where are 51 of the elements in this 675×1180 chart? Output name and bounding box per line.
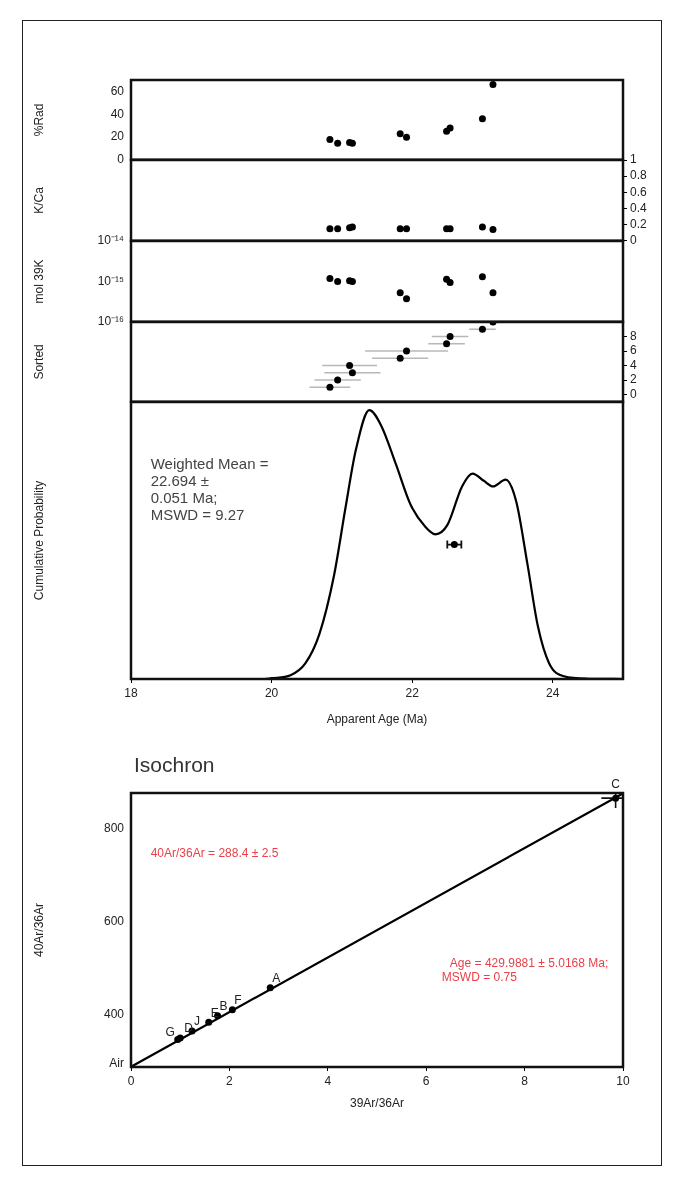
y-tick-label: 800 — [103, 820, 125, 835]
annotation: J — [194, 1014, 201, 1029]
annotation: Weighted Mean = 22.694 ± 0.051 Ma; MSWD = 9.27 — [150, 455, 269, 524]
y-tick-label: 600 — [103, 913, 125, 928]
annotation: F — [234, 993, 242, 1007]
y-axis-title: mol 39K — [31, 259, 46, 304]
y2-tick-label: 1 — [630, 152, 637, 167]
annotation: C — [611, 777, 621, 792]
y2-axis-title: K/Ca — [31, 186, 46, 214]
y-axis-title: 40Ar/36Ar — [31, 902, 46, 958]
y-tick-label: 60 — [110, 83, 125, 98]
y-tick-label: 400 — [103, 1007, 125, 1022]
annotation: D — [184, 1021, 194, 1036]
x-tick-label: 20 — [264, 685, 279, 700]
x-axis-title: 39Ar/36Ar — [349, 1096, 405, 1111]
y2-tick-label: 0.6 — [630, 184, 648, 199]
y-axis-title: %Rad — [31, 103, 46, 137]
x-axis-title: Apparent Age (Ma) — [326, 712, 428, 727]
x-tick-label: 2 — [226, 1073, 234, 1088]
y-tick-label: 40 — [110, 106, 125, 121]
y-tick-label: 0 — [117, 152, 125, 167]
y2-tick-label: 8 — [630, 328, 637, 343]
annotation: Age = 429.9881 ± 5.0168 Ma; MSWD = 0.75 — [441, 955, 609, 984]
annotation: G — [165, 1024, 175, 1039]
y-tick-label: 10⁻¹⁶ — [97, 314, 125, 329]
y-tick-label: 10⁻¹⁴ — [97, 233, 124, 248]
y2-tick-label: 4 — [630, 357, 637, 372]
x-tick-label: 8 — [521, 1073, 529, 1088]
y2-tick-label: 0 — [630, 233, 637, 248]
x-tick-label: 0 — [127, 1073, 135, 1088]
y2-tick-label: 2 — [630, 372, 637, 387]
y-tick-label: Air — [109, 1055, 124, 1070]
y-tick-label: 10⁻¹⁵ — [97, 273, 125, 288]
x-tick-label: 4 — [324, 1073, 332, 1088]
x-tick-label: 6 — [422, 1073, 430, 1088]
y-tick-label: 20 — [110, 129, 125, 144]
y-axis-title: Cumulative Probability — [31, 480, 46, 601]
y2-tick-label: 0 — [630, 386, 637, 401]
x-tick-label: 24 — [546, 685, 560, 700]
y2-tick-label: 0.2 — [630, 216, 648, 231]
x-tick-label: 10 — [616, 1073, 630, 1088]
annotation: 40Ar/36Ar = 288.4 ± 2.5 — [150, 846, 279, 861]
annotation: A — [272, 971, 281, 986]
chart-title: Isochron — [134, 753, 215, 777]
y2-tick-label: 0.4 — [630, 200, 648, 215]
annotation: B — [219, 999, 228, 1014]
y2-axis-title: Sorted — [31, 344, 46, 380]
x-tick-label: 18 — [124, 685, 138, 700]
y2-tick-label: 6 — [630, 343, 637, 358]
y2-tick-label: 0.8 — [630, 168, 648, 183]
x-tick-label: 22 — [405, 685, 420, 700]
